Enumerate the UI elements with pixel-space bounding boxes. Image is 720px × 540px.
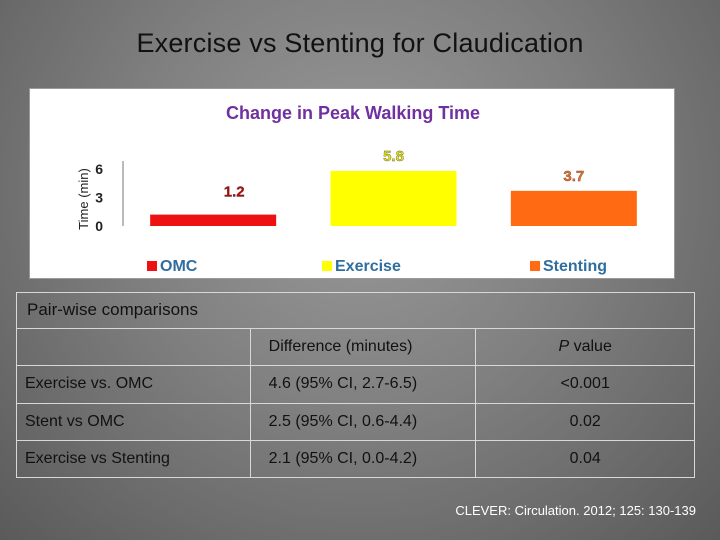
y-tick-label: 0	[95, 218, 103, 234]
row-difference: 4.6 (95% CI, 2.7-6.5)	[249, 365, 477, 404]
header-pvalue-italic: P	[558, 338, 570, 356]
bar-omc	[150, 214, 277, 226]
slide-title: Exercise vs Stenting for Claudication	[136, 28, 584, 58]
row-pvalue: <0.001	[475, 365, 695, 404]
row-pvalue: 0.02	[475, 402, 695, 441]
legend-swatch	[530, 261, 540, 271]
table-row: Exercise vs Stenting 2.1 (95% CI, 0.0-4.…	[16, 439, 695, 479]
row-label: Stent vs OMC	[16, 402, 251, 441]
comparisons-table: Difference (minutes) P value Exercise vs…	[16, 327, 695, 479]
row-pvalue: 0.04	[475, 439, 695, 479]
bar-chart: Change in Peak Walking Time Time (min) 0 3 6…	[29, 88, 675, 279]
data-label: 1.2	[224, 184, 245, 201]
chart-canvas: Change in Peak Walking Time Time (min) 0 3 6…	[76, 103, 637, 275]
y-tick-label: 3	[95, 190, 103, 206]
row-label: Exercise vs. OMC	[16, 365, 251, 404]
header-difference: Difference (minutes)	[249, 327, 477, 367]
y-axis-label: Time (min)	[76, 168, 91, 230]
y-tick-label: 6	[95, 161, 103, 177]
legend-swatch	[322, 261, 332, 271]
legend-item: Exercise	[335, 258, 401, 275]
header-empty	[16, 327, 251, 367]
row-difference: 2.1 (95% CI, 0.0-4.2)	[249, 439, 477, 479]
bar-exercise	[330, 170, 457, 226]
row-label: Exercise vs Stenting	[16, 439, 251, 479]
header-pvalue-rest: value	[569, 338, 612, 356]
legend-swatch	[147, 261, 157, 271]
row-difference: 2.5 (95% CI, 0.6-4.4)	[249, 402, 477, 441]
chart-title: Change in Peak Walking Time	[226, 103, 480, 123]
table-row: Exercise vs. OMC 4.6 (95% CI, 2.7-6.5) <…	[16, 365, 695, 404]
table-header-row: Difference (minutes) P value	[16, 327, 695, 367]
data-label: 5.8	[383, 148, 404, 165]
data-label: 3.7	[563, 168, 584, 185]
comparisons-heading: Pair-wise comparisons	[27, 300, 198, 319]
bar-stenting	[510, 190, 637, 226]
header-pvalue: P value	[475, 327, 695, 367]
legend-item: Stenting	[543, 258, 607, 275]
legend-item: OMC	[160, 258, 198, 275]
citation: CLEVER: Circulation. 2012; 125: 130-139	[455, 503, 696, 518]
table-row: Stent vs OMC 2.5 (95% CI, 0.6-4.4) 0.02	[16, 402, 695, 441]
